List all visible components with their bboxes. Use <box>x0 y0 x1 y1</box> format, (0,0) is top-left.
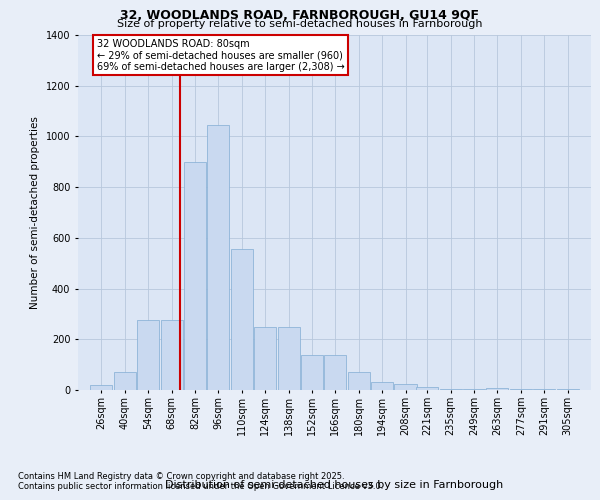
Bar <box>137 320 159 390</box>
Bar <box>254 326 276 390</box>
Text: 32, WOODLANDS ROAD, FARNBOROUGH, GU14 9QF: 32, WOODLANDS ROAD, FARNBOROUGH, GU14 9Q… <box>121 9 479 22</box>
Bar <box>557 388 578 390</box>
Bar <box>325 354 346 390</box>
Bar <box>371 382 393 390</box>
Bar <box>208 125 229 390</box>
Bar <box>348 372 370 390</box>
Bar <box>416 388 438 390</box>
Bar <box>184 162 206 390</box>
Bar <box>161 320 182 390</box>
Bar <box>278 326 299 390</box>
Bar <box>463 388 485 390</box>
Bar <box>487 388 508 390</box>
Bar <box>533 388 555 390</box>
Bar <box>114 372 136 390</box>
Text: 32 WOODLANDS ROAD: 80sqm
← 29% of semi-detached houses are smaller (960)
69% of : 32 WOODLANDS ROAD: 80sqm ← 29% of semi-d… <box>97 39 344 72</box>
Bar <box>510 388 532 390</box>
Bar <box>301 354 323 390</box>
Text: Contains HM Land Registry data © Crown copyright and database right 2025.: Contains HM Land Registry data © Crown c… <box>18 472 344 481</box>
X-axis label: Distribution of semi-detached houses by size in Farnborough: Distribution of semi-detached houses by … <box>166 480 503 490</box>
Bar <box>91 385 112 390</box>
Bar <box>394 384 416 390</box>
Text: Contains public sector information licensed under the Open Government Licence v3: Contains public sector information licen… <box>18 482 383 491</box>
Y-axis label: Number of semi-detached properties: Number of semi-detached properties <box>30 116 40 309</box>
Bar <box>440 388 461 390</box>
Bar <box>231 250 253 390</box>
Text: Size of property relative to semi-detached houses in Farnborough: Size of property relative to semi-detach… <box>117 19 483 29</box>
